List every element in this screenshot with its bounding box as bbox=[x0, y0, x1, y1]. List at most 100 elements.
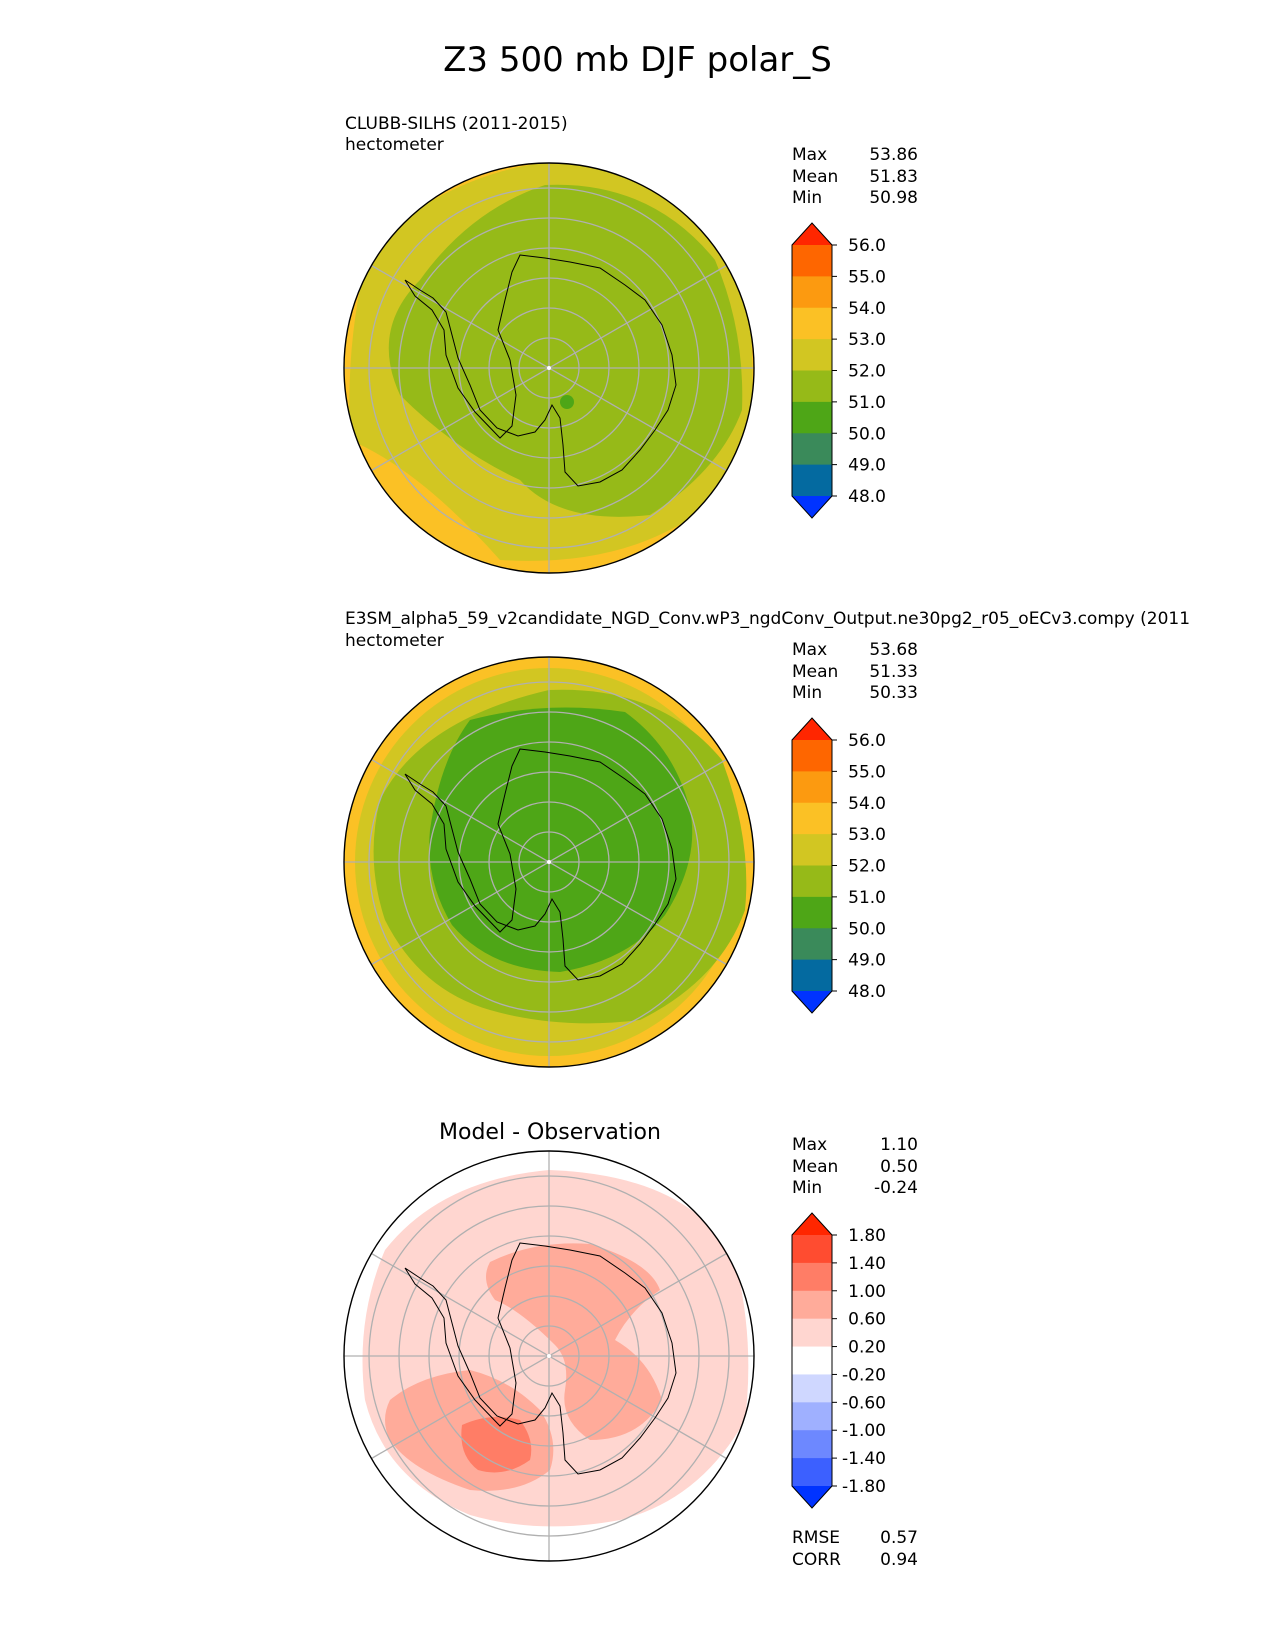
colorbar-segment bbox=[792, 771, 832, 804]
colorbar-tick-label: 50.0 bbox=[848, 919, 886, 939]
colorbar-tick-label: 56.0 bbox=[848, 731, 886, 751]
colorbar-tick-label: 0.60 bbox=[848, 1310, 886, 1330]
panel-1-map bbox=[343, 162, 755, 574]
colorbar-segment bbox=[792, 1458, 832, 1487]
stat-min-label: Min bbox=[792, 1178, 823, 1198]
stat-max-label: Max bbox=[792, 1135, 828, 1155]
panel-3-map bbox=[343, 1150, 755, 1562]
map-boundary bbox=[343, 1150, 755, 1562]
colorbar-extend-max bbox=[792, 223, 832, 245]
stat-mean-value: 51.33 bbox=[869, 661, 918, 682]
colorbar-segment bbox=[792, 1262, 832, 1292]
colorbar-segment bbox=[792, 245, 832, 277]
pole-marker bbox=[547, 860, 551, 864]
colorbar-tick-label: 1.80 bbox=[848, 1226, 886, 1246]
map-boundary bbox=[343, 656, 755, 1068]
colorbar-segment bbox=[792, 896, 832, 929]
colorbar-tick-label: -0.20 bbox=[842, 1365, 886, 1385]
colorbar-segment bbox=[792, 959, 832, 992]
colorbar-segment bbox=[792, 464, 832, 497]
colorbar-tick-label: -1.00 bbox=[842, 1421, 886, 1441]
map-boundary bbox=[343, 162, 755, 574]
colorbars: 56.055.054.053.052.051.050.049.048.056.0… bbox=[791, 222, 886, 1509]
stat-max-value: 53.68 bbox=[869, 640, 918, 660]
colorbar-tick-label: 1.40 bbox=[848, 1254, 886, 1274]
coastline-antarctica bbox=[404, 1242, 677, 1475]
colorbar-tick-label: 53.0 bbox=[848, 825, 886, 845]
colorbar-segment bbox=[792, 1374, 832, 1403]
colorbar-tick-label: 52.0 bbox=[848, 362, 886, 382]
colorbar-segment bbox=[792, 1235, 832, 1264]
colorbar-segment bbox=[792, 1318, 832, 1348]
colorbar-segment bbox=[792, 865, 832, 898]
metric-corr-label: CORR bbox=[792, 1549, 841, 1570]
colorbar-extend-min bbox=[792, 496, 832, 518]
colorbar-tick-label: 0.20 bbox=[848, 1338, 886, 1358]
stat-mean-label: Mean bbox=[792, 166, 839, 187]
colorbar-segment bbox=[792, 802, 832, 835]
stat-min-value: 50.98 bbox=[869, 188, 918, 208]
panel-1-title: CLUBB-SILHS (2011-2015) bbox=[345, 114, 568, 134]
panel-3-title: Model - Observation bbox=[439, 1120, 661, 1145]
panel-3-metrics: RMSE 0.57 CORR 0.94 bbox=[792, 1528, 918, 1572]
coastline-antarctica bbox=[404, 748, 677, 981]
colorbar-segment bbox=[792, 339, 832, 371]
stat-min-label: Min bbox=[792, 188, 823, 208]
panel-1-units: hectometer bbox=[345, 135, 444, 155]
stat-mean-value: 0.50 bbox=[880, 1156, 918, 1177]
colorbar-segment bbox=[792, 1346, 832, 1375]
stat-min-value: -0.24 bbox=[874, 1178, 918, 1198]
colorbar-extend-min bbox=[792, 991, 832, 1013]
colorbar-tick-label: 48.0 bbox=[848, 487, 886, 507]
coastline-antarctica bbox=[404, 254, 677, 487]
stat-mean-label: Mean bbox=[792, 1156, 839, 1177]
colorbar-tick-label: 49.0 bbox=[848, 456, 886, 476]
colorbar-segment bbox=[792, 433, 832, 466]
pole-marker bbox=[547, 366, 551, 370]
colorbar-tick-label: 54.0 bbox=[848, 299, 886, 319]
colorbar-tick-label: -0.60 bbox=[842, 1393, 886, 1413]
colorbar-segment bbox=[792, 928, 832, 961]
colorbar-tick-label: 55.0 bbox=[848, 762, 886, 782]
stat-min-label: Min bbox=[792, 683, 823, 703]
panel-1-colorbar: 56.0 55.0 54.0 53.0 52.0 51.0 50.0 49.0 48.0 bbox=[791, 222, 886, 519]
colorbar-extend-max bbox=[792, 1213, 832, 1235]
colorbar-tick-label: 51.0 bbox=[848, 393, 886, 413]
panel-2-colorbar: 56.0 55.0 54.0 53.0 52.0 51.0 50.0 49.0 48.0 bbox=[791, 717, 886, 1014]
colorbar-extend-min bbox=[792, 1486, 832, 1508]
map-fill-50-51 bbox=[560, 395, 574, 409]
colorbar-tick-label: 55.0 bbox=[848, 267, 886, 287]
map-fill-50-51 bbox=[429, 707, 693, 972]
panel-3-stats: Max 1.10 Mean 0.50 Min -0.24 bbox=[792, 1135, 918, 1201]
panel-1-stats: Max 53.86 Mean 51.83 Min 50.98 bbox=[792, 145, 918, 211]
colorbar-segment bbox=[792, 1290, 832, 1320]
colorbar-segment bbox=[792, 740, 832, 772]
colorbar-tick-label: 50.0 bbox=[848, 424, 886, 444]
panel-2-title: E3SM_alpha5_59_v2candidate_NGD_Conv.wP3_… bbox=[345, 609, 1191, 629]
colorbar-tick-label: 56.0 bbox=[848, 236, 886, 256]
colorbar-extend-max bbox=[792, 718, 832, 740]
stat-max-value: 1.10 bbox=[880, 1135, 918, 1155]
stat-mean-value: 51.83 bbox=[869, 166, 918, 187]
colorbar-tick-label: 52.0 bbox=[848, 857, 886, 877]
map-fill-0.2-0.6 bbox=[362, 1170, 749, 1527]
stat-max-label: Max bbox=[792, 145, 828, 165]
colorbar-segment bbox=[792, 276, 832, 309]
colorbar-tick-label: 51.0 bbox=[848, 888, 886, 908]
colorbar-tick-label: 48.0 bbox=[848, 982, 886, 1002]
colorbar-segment bbox=[792, 401, 832, 434]
stat-max-label: Max bbox=[792, 640, 828, 660]
map-fill-51-52 bbox=[388, 184, 743, 517]
pole-marker bbox=[547, 1354, 551, 1358]
metric-corr-value: 0.94 bbox=[880, 1549, 918, 1570]
stat-mean-label: Mean bbox=[792, 661, 839, 682]
colorbar-segment bbox=[792, 1402, 832, 1431]
colorbar-tick-label: 53.0 bbox=[848, 330, 886, 350]
panel-2-map bbox=[343, 656, 755, 1068]
colorbar-segment bbox=[792, 307, 832, 340]
metric-rmse-label: RMSE bbox=[792, 1528, 841, 1548]
colorbar-tick-label: 49.0 bbox=[848, 951, 886, 971]
panel-2-units: hectometer bbox=[345, 631, 444, 651]
panel-2-stats: Max 53.68 Mean 51.33 Min 50.33 bbox=[792, 640, 918, 706]
